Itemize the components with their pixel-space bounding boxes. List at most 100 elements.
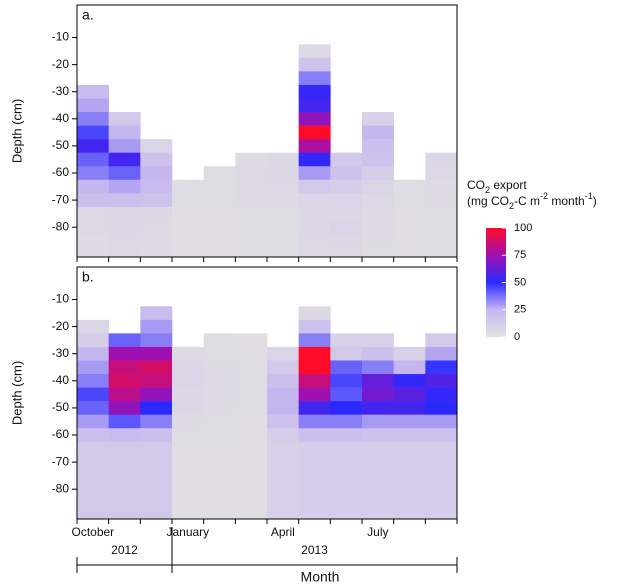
- heat-cell: [77, 482, 109, 497]
- x-tick-label: July: [367, 525, 388, 539]
- heat-cell: [393, 179, 426, 194]
- heat-cell: [425, 414, 457, 429]
- heat-cell: [203, 166, 236, 181]
- heat-cell: [108, 247, 141, 257]
- heat-cell: [108, 233, 141, 248]
- heat-cell: [235, 360, 268, 375]
- heat-cell: [298, 193, 331, 208]
- heat-cell: [235, 468, 268, 483]
- heat-cell: [362, 333, 394, 348]
- heat-cell: [425, 387, 457, 402]
- heat-cell: [267, 179, 299, 194]
- heat-cell: [362, 495, 394, 510]
- heat-cell: [108, 495, 141, 510]
- heat-cell: [425, 333, 457, 348]
- heat-cell: [108, 509, 141, 519]
- heat-cell: [267, 468, 299, 483]
- heat-cell: [172, 346, 204, 361]
- heat-cell: [393, 441, 426, 456]
- y-tick-label: -10: [52, 30, 70, 44]
- heat-cell: [425, 401, 457, 415]
- heat-cell: [362, 509, 394, 519]
- heat-cell: [77, 509, 109, 519]
- colorbar-tick-label: 75: [514, 249, 526, 261]
- heat-cell: [140, 206, 173, 221]
- y-tick-label: -80: [52, 219, 70, 233]
- heat-cell: [425, 346, 457, 361]
- heat-cell: [267, 166, 299, 181]
- heat-cell: [267, 346, 299, 361]
- heat-cell: [77, 360, 109, 375]
- heat-cell: [77, 166, 109, 181]
- heat-cell: [393, 401, 426, 415]
- heat-cell: [235, 387, 268, 402]
- heat-cell: [298, 57, 331, 72]
- heat-cell: [298, 206, 331, 221]
- heat-cell: [140, 346, 173, 361]
- heat-cell: [362, 387, 394, 402]
- heat-cell: [298, 139, 331, 153]
- heat-cell: [203, 233, 236, 248]
- panel: [77, 306, 457, 519]
- y-axis-label: Depth (cm): [9, 361, 24, 425]
- heat-cell: [140, 333, 173, 348]
- heat-cell: [362, 193, 394, 208]
- heat-cell: [267, 247, 299, 257]
- heat-cell: [235, 247, 268, 257]
- heat-cell: [203, 247, 236, 257]
- heat-cell: [393, 482, 426, 497]
- heat-cell: [393, 220, 426, 235]
- heat-cell: [172, 495, 204, 510]
- heat-cell: [172, 428, 204, 443]
- heat-cell: [425, 206, 457, 221]
- heat-cell: [77, 401, 109, 415]
- heat-cell: [425, 179, 457, 194]
- heat-cell: [298, 98, 331, 113]
- y-tick-label: -20: [52, 319, 70, 333]
- panel-label: b.: [82, 269, 94, 285]
- title-part: -2: [540, 191, 548, 201]
- heat-cell: [362, 220, 394, 235]
- heat-cell: [203, 333, 236, 348]
- heat-cell: [172, 247, 204, 257]
- heat-cell: [172, 387, 204, 402]
- heat-cell: [267, 482, 299, 497]
- heat-cell: [425, 495, 457, 510]
- y-tick-label: -40: [52, 373, 70, 387]
- heat-cell: [330, 441, 363, 456]
- heat-cell: [235, 166, 268, 181]
- heat-cell: [393, 346, 426, 361]
- heat-cell: [362, 166, 394, 181]
- heat-cell: [140, 319, 173, 334]
- heat-cell: [203, 401, 236, 415]
- colorbar-tick-label: 0: [514, 331, 520, 343]
- heat-cell: [298, 428, 331, 443]
- heat-cell: [425, 374, 457, 388]
- heat-cell: [330, 509, 363, 519]
- heat-cell: [77, 220, 109, 235]
- heat-cell: [77, 233, 109, 248]
- heat-cell: [298, 220, 331, 235]
- heat-cell: [108, 455, 141, 470]
- heat-cell: [393, 193, 426, 208]
- title-part: -C m: [514, 194, 540, 208]
- heat-cell: [108, 166, 141, 181]
- heat-cell: [330, 414, 363, 429]
- colorbar-title: (mg CO2-C m-2 month-1): [467, 191, 597, 211]
- heat-cell: [362, 206, 394, 221]
- heat-cell: [362, 125, 394, 140]
- heat-cell: [267, 374, 299, 388]
- heat-cell: [203, 220, 236, 235]
- heat-cell: [172, 441, 204, 456]
- heat-cell: [362, 179, 394, 194]
- heat-cell: [203, 346, 236, 361]
- x-tick-label: January: [166, 525, 209, 539]
- heat-cell: [108, 125, 141, 140]
- heat-cell: [108, 414, 141, 429]
- year-label: 2013: [301, 543, 328, 557]
- heat-cell: [425, 482, 457, 497]
- heat-cell: [393, 414, 426, 429]
- heat-cell: [108, 139, 141, 153]
- heat-cell: [172, 414, 204, 429]
- heat-cell: [77, 152, 109, 167]
